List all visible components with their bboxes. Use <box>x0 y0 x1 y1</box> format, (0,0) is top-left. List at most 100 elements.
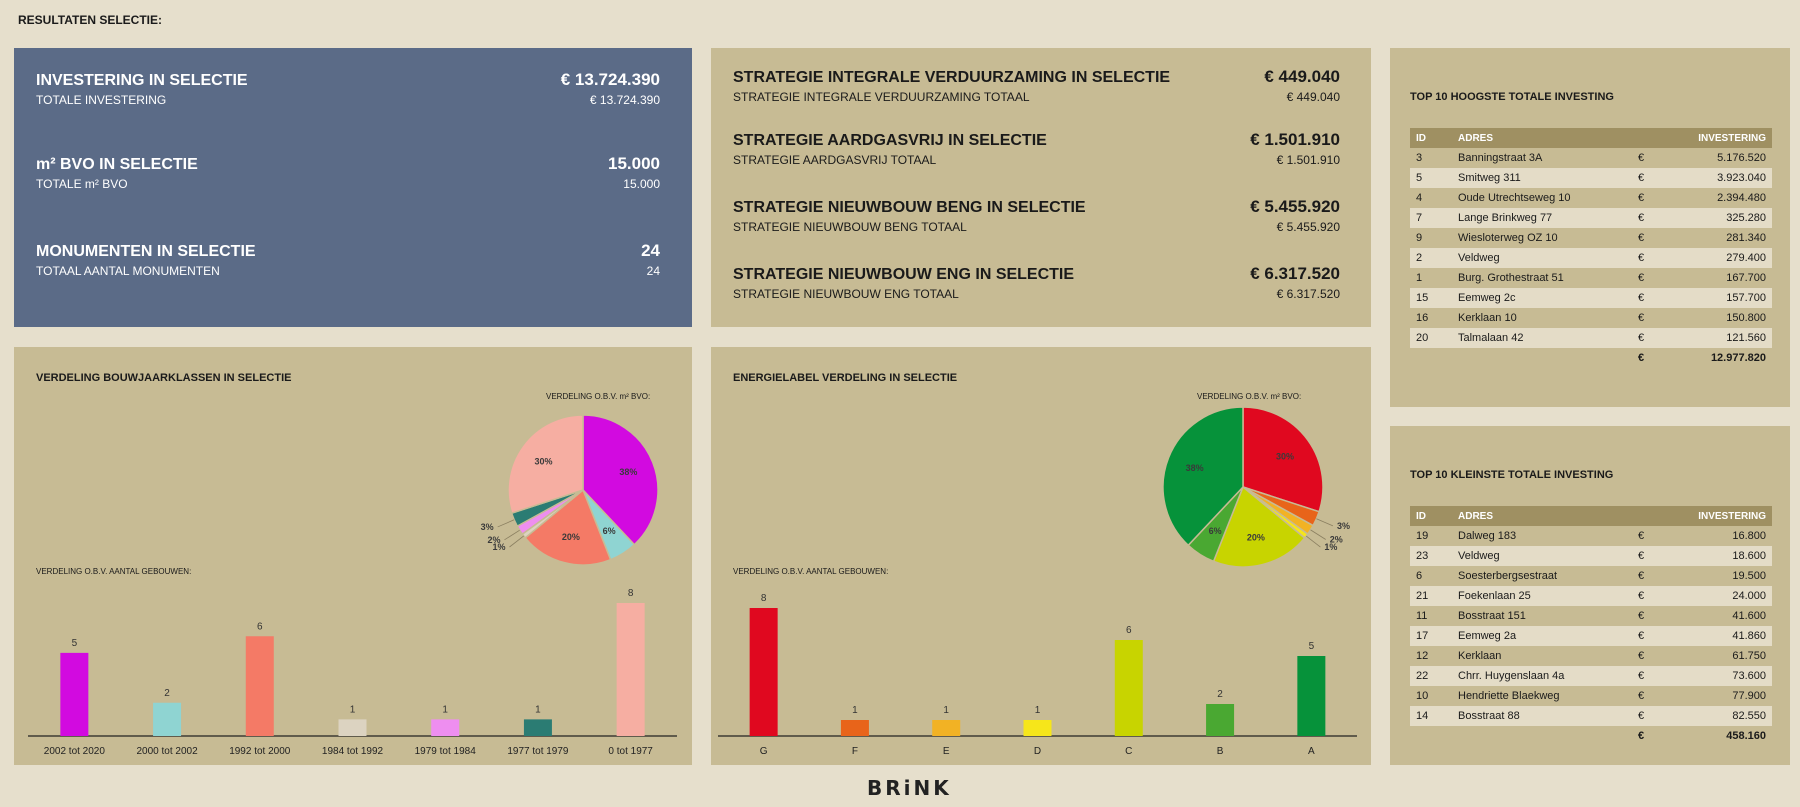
kpi-sub-label: TOTAAL AANTAL MONUMENTEN <box>36 264 220 278</box>
bouwjaar-bar-chart: 5 2002 tot 2020 2 2000 tot 2002 6 1992 tot 20… <box>28 588 677 757</box>
strategy-label: STRATEGIE AARDGASVRIJ IN SELECTIE <box>733 132 1047 149</box>
cell-value: 279.400 <box>1662 248 1772 268</box>
bar-category-label: C <box>1125 746 1132 757</box>
bar-caption: VERDELING O.B.V. AANTAL GEBOUWEN: <box>36 567 192 576</box>
cell-currency: € <box>1632 606 1662 626</box>
bar-value-label: 1 <box>350 704 356 715</box>
cell-address: Chrr. Huygenslaan 4a <box>1452 666 1632 686</box>
panel-title: VERDELING BOUWJAARKLASSEN IN SELECTIE <box>36 372 292 384</box>
cell-currency: € <box>1632 666 1662 686</box>
pie-label-3: 1% <box>1324 542 1337 552</box>
bar-category-label: G <box>760 746 768 757</box>
cell-address: Talmalaan 42 <box>1452 328 1632 348</box>
pie-label-2: 2% <box>1330 535 1343 545</box>
cell-value: 281.340 <box>1662 228 1772 248</box>
page-title: RESULTATEN SELECTIE: <box>18 13 162 27</box>
table-row: 9 Wiesloterweg OZ 10 €281.340 <box>1410 228 1772 248</box>
bar-value-label: 2 <box>164 688 170 699</box>
kpi-panel: INVESTERING IN SELECTIE € 13.724.390 TOTA… <box>14 48 692 327</box>
panel-title: TOP 10 KLEINSTE TOTALE INVESTING <box>1410 469 1614 481</box>
bar-value-label: 8 <box>761 593 767 604</box>
pie-caption: VERDELING O.B.V. m² BVO: <box>546 392 651 401</box>
cell-currency: € <box>1632 566 1662 586</box>
table-row: 20 Talmalaan 42 €121.560 <box>1410 328 1772 348</box>
cell-id: 23 <box>1410 546 1452 566</box>
cell-address: Kerklaan <box>1452 646 1632 666</box>
bar-category-label: 1984 tot 1992 <box>322 746 384 757</box>
cell-address: Veldweg <box>1452 248 1632 268</box>
cell-address: Dalweg 183 <box>1452 526 1632 546</box>
kpi-monuments: MONUMENTEN IN SELECTIE 24 TOTAAL AANTAL M… <box>36 241 660 278</box>
pie-leader-2 <box>1310 529 1326 540</box>
table-row: 21 Foekenlaan 25 €24.000 <box>1410 586 1772 606</box>
cell-address: Oude Utrechtseweg 10 <box>1452 188 1632 208</box>
pie-caption: VERDELING O.B.V. m² BVO: <box>1197 392 1302 401</box>
strategy-label: STRATEGIE NIEUWBOUW BENG IN SELECTIE <box>733 199 1086 216</box>
cell-value: 77.900 <box>1662 686 1772 706</box>
cell-id: 10 <box>1410 686 1452 706</box>
pie-label-0: 38% <box>619 467 637 477</box>
cell-currency: € <box>1632 348 1662 368</box>
strategy-sub-value: € 449.040 <box>1286 90 1340 104</box>
bar-value-label: 2 <box>1217 689 1223 700</box>
kpi-label: MONUMENTEN IN SELECTIE <box>36 243 256 260</box>
cell-id: 15 <box>1410 288 1452 308</box>
col-id: ID <box>1410 506 1452 526</box>
bar-5 <box>1206 704 1235 736</box>
bar-value-label: 1 <box>442 704 448 715</box>
bar-category-label: 2000 tot 2002 <box>136 746 198 757</box>
cell-id: 2 <box>1410 248 1452 268</box>
top-highest-panel: TOP 10 HOOGSTE TOTALE INVESTING ID ADRES… <box>1390 48 1790 407</box>
kpi-value: 15.000 <box>608 154 660 173</box>
bar-3 <box>1023 720 1052 736</box>
col-currency <box>1632 506 1662 526</box>
bar-category-label: B <box>1217 746 1224 757</box>
cell-value: 82.550 <box>1662 706 1772 726</box>
cell-currency: € <box>1632 626 1662 646</box>
strategy-panel: STRATEGIE INTEGRALE VERDUURZAMING IN SEL… <box>711 48 1371 327</box>
table-row: 4 Oude Utrechtseweg 10 €2.394.480 <box>1410 188 1772 208</box>
cell-value: 150.800 <box>1662 308 1772 328</box>
table-row: 22 Chrr. Huygenslaan 4a €73.600 <box>1410 666 1772 686</box>
panel-title: TOP 10 HOOGSTE TOTALE INVESTING <box>1410 91 1614 103</box>
strategy-label: STRATEGIE INTEGRALE VERDUURZAMING IN SEL… <box>733 69 1171 86</box>
strategy-integrale: STRATEGIE INTEGRALE VERDUURZAMING IN SEL… <box>733 67 1340 104</box>
strategy-sub-label: STRATEGIE AARDGASVRIJ TOTAAL <box>733 153 937 167</box>
table-row: 19 Dalweg 183 €16.800 <box>1410 526 1772 546</box>
table-row: 14 Bosstraat 88 €82.550 <box>1410 706 1772 726</box>
pie-slice-0 <box>1242 406 1324 513</box>
kpi-value: € 13.724.390 <box>560 70 660 89</box>
strategy-aardgasvrij: STRATEGIE AARDGASVRIJ IN SELECTIE € 1.501… <box>733 130 1340 167</box>
cell-id: 14 <box>1410 706 1452 726</box>
cell-currency: € <box>1632 268 1662 288</box>
cell-currency: € <box>1632 228 1662 248</box>
table-header: ID ADRES INVESTERING <box>1410 128 1772 148</box>
table-total-row: €12.977.820 <box>1410 348 1772 368</box>
pie-label-3: 1% <box>492 542 505 552</box>
kpi-bvo: m² BVO IN SELECTIE 15.000 TOTALE m² BVO 15… <box>36 154 660 191</box>
cell-id: 17 <box>1410 626 1452 646</box>
col-investment: INVESTERING <box>1662 506 1772 526</box>
cell-total: 12.977.820 <box>1662 348 1772 368</box>
bouwjaar-panel: VERDELING BOUWJAARKLASSEN IN SELECTIE VE… <box>14 347 692 765</box>
table-row: 2 Veldweg €279.400 <box>1410 248 1772 268</box>
cell-value: 3.923.040 <box>1662 168 1772 188</box>
strategy-sub-value: € 6.317.520 <box>1276 287 1340 301</box>
strategy-value: € 1.501.910 <box>1250 130 1340 149</box>
cell-value: 41.860 <box>1662 626 1772 646</box>
cell-id: 5 <box>1410 168 1452 188</box>
bar-category-label: 2002 tot 2020 <box>44 746 106 757</box>
cell-address: Soesterbergsestraat <box>1452 566 1632 586</box>
bar-category-label: 1977 tot 1979 <box>507 746 569 757</box>
strategy-sub-value: € 5.455.920 <box>1276 220 1340 234</box>
cell-id: 19 <box>1410 526 1452 546</box>
bar-value-label: 5 <box>72 638 78 649</box>
bar-value-label: 6 <box>1126 625 1132 636</box>
pie-leader-3 <box>1305 535 1321 548</box>
cell-id: 16 <box>1410 308 1452 328</box>
pie-label-1: 6% <box>603 526 616 536</box>
bar-category-label: F <box>852 746 858 757</box>
bar-value-label: 1 <box>943 705 949 716</box>
cell-id: 11 <box>1410 606 1452 626</box>
cell-currency: € <box>1632 526 1662 546</box>
